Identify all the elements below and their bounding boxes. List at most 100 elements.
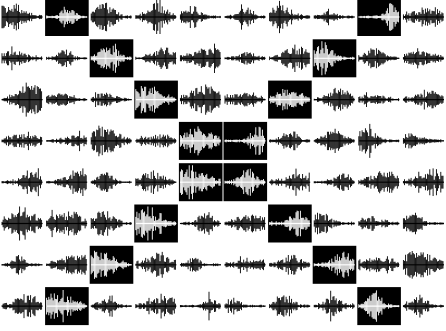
waveform-trace	[358, 216, 399, 231]
waveform-cell-inverted	[268, 204, 312, 243]
waveform-cell	[90, 2, 132, 32]
waveform-cell	[358, 92, 400, 107]
waveform-trace	[402, 212, 444, 235]
waveform-trace	[224, 4, 266, 30]
waveform-trace	[1, 46, 43, 71]
waveform-cell	[179, 6, 221, 28]
waveform-trace	[269, 0, 310, 34]
waveform-trace	[90, 295, 132, 317]
waveform-trace	[358, 290, 399, 322]
waveform-trace	[402, 251, 444, 279]
waveform-cell	[46, 130, 88, 152]
waveform-trace	[269, 168, 310, 196]
waveform-trace	[269, 254, 310, 275]
waveform-trace	[135, 86, 176, 114]
waveform-cell	[135, 134, 177, 148]
waveform-cell	[358, 48, 400, 69]
waveform-cell	[46, 168, 88, 196]
waveform-trace	[46, 290, 87, 323]
waveform-cell	[269, 0, 311, 34]
waveform-trace	[224, 297, 266, 315]
waveform-cell	[90, 172, 132, 192]
waveform-trace	[269, 295, 310, 317]
waveform-cell-inverted	[134, 204, 178, 243]
waveform-trace	[46, 130, 87, 152]
waveform-cell	[269, 168, 311, 196]
waveform-cell	[46, 254, 88, 275]
waveform-cell	[179, 43, 221, 73]
waveform-trace	[1, 82, 43, 117]
waveform-trace	[224, 92, 266, 107]
inverted-cell-background	[45, 0, 89, 36]
waveform-cell	[1, 294, 43, 319]
waveform-trace	[179, 291, 221, 321]
waveform-cell-inverted	[312, 245, 357, 284]
waveform-cell-inverted	[223, 121, 268, 160]
waveform-trace	[179, 43, 221, 73]
waveform-trace	[269, 89, 310, 111]
waveform-trace	[179, 257, 221, 272]
waveform-trace	[1, 206, 43, 241]
waveform-trace	[1, 255, 43, 275]
waveform-trace	[224, 126, 266, 155]
waveform-trace	[46, 168, 87, 196]
waveform-cell-inverted	[312, 39, 357, 78]
waveform-cell	[402, 48, 444, 69]
waveform-cell	[269, 44, 311, 72]
waveform-trace	[46, 209, 87, 238]
waveform-trace	[269, 44, 310, 72]
waveform-cell-inverted	[268, 80, 312, 119]
waveform-trace	[313, 8, 355, 26]
waveform-trace	[402, 7, 444, 27]
waveform-trace	[179, 6, 221, 28]
waveform-trace	[90, 92, 132, 107]
waveform-cell	[224, 256, 266, 274]
waveform-cell	[224, 52, 266, 65]
waveform-cell	[135, 251, 177, 278]
waveform-cell	[179, 212, 221, 235]
waveform-cell	[313, 87, 355, 112]
waveform-trace	[90, 250, 132, 279]
waveform-cell	[402, 133, 444, 149]
waveform-cell-inverted	[178, 121, 223, 160]
waveform-trace	[402, 133, 444, 149]
waveform-trace	[224, 256, 266, 274]
waveform-trace	[1, 131, 43, 151]
waveform-cell	[179, 84, 221, 115]
waveform-cell	[358, 171, 400, 194]
waveform-trace	[90, 43, 132, 73]
waveform-trace	[135, 293, 176, 319]
waveform-cell	[358, 216, 400, 231]
waveform-cell-inverted	[45, 287, 89, 326]
waveform-trace	[269, 131, 310, 151]
waveform-trace	[135, 0, 176, 34]
waveform-cell	[135, 293, 177, 319]
waveform-cell-inverted	[89, 39, 134, 78]
waveform-trace	[313, 173, 355, 191]
waveform-cell	[135, 0, 177, 34]
waveform-cell	[358, 256, 400, 274]
waveform-cell-inverted	[178, 163, 223, 202]
waveform-cell	[46, 93, 88, 106]
waveform-trace	[90, 2, 132, 32]
waveform-trace	[224, 168, 266, 196]
waveform-cell	[135, 170, 177, 194]
waveform-cell-inverted	[89, 245, 134, 284]
waveform-cell	[269, 254, 311, 275]
waveform-cell	[402, 251, 444, 279]
waveform-cell-inverted	[223, 163, 268, 202]
waveform-cell	[269, 131, 311, 151]
waveform-cell	[135, 47, 177, 69]
waveform-trace	[135, 251, 176, 278]
waveform-cell	[402, 168, 444, 196]
waveform-trace	[179, 212, 221, 235]
waveform-cell-inverted	[45, 0, 89, 36]
waveform-trace	[135, 170, 176, 194]
waveform-cell	[46, 209, 88, 238]
waveform-trace	[313, 251, 355, 278]
waveform-cell	[90, 92, 132, 107]
waveform-trace	[402, 89, 444, 110]
waveform-cell	[46, 49, 88, 67]
waveform-trace	[358, 256, 399, 274]
